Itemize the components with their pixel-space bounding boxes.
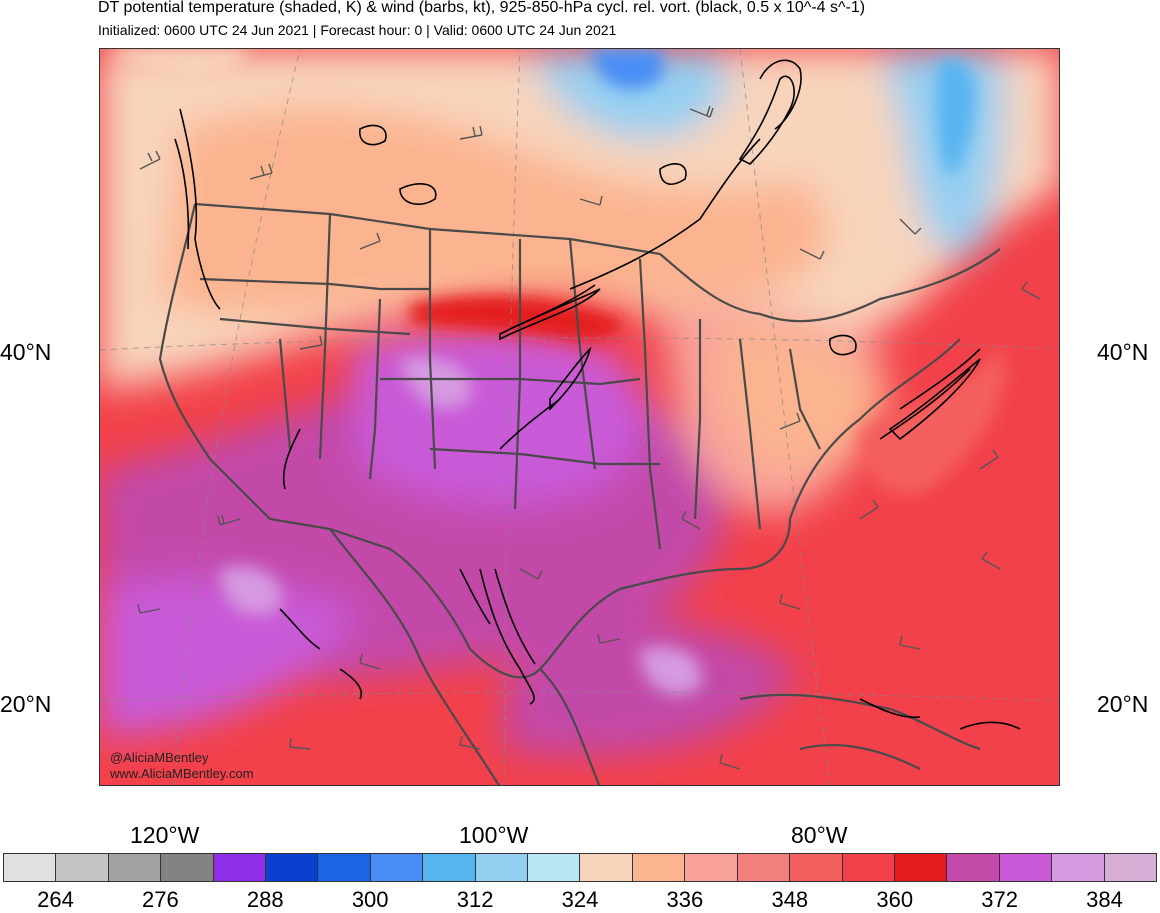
lon-label-120w: 120°W (130, 822, 200, 848)
lon-label-100w: 100°W (459, 822, 529, 848)
colorbar-tick-label: 360 (876, 887, 914, 912)
colorbar-tick-label: 300 (351, 887, 389, 912)
weather-map (99, 48, 1060, 786)
colorbar-swatch (894, 854, 948, 881)
colorbar-swatch (108, 854, 162, 881)
theta-blue-hudson (530, 49, 728, 140)
colorbar-labels: 264 276 288 300 312 324 336 348 360 372 384 (3, 887, 1157, 912)
colorbar-swatch (790, 854, 843, 881)
colorbar-swatch (580, 854, 633, 881)
colorbar (3, 853, 1157, 882)
map-subtitle: Initialized: 0600 UTC 24 Jun 2021 | Fore… (98, 22, 617, 38)
colorbar-swatch (266, 854, 319, 881)
lat-label-20n-left: 20°N (0, 691, 52, 717)
theta-purple-plains (350, 330, 645, 507)
colorbar-tick-label: 288 (246, 887, 284, 912)
colorbar-swatch (685, 854, 738, 881)
lat-label-40n-left: 40°N (0, 339, 52, 365)
colorbar-tick-label: 372 (981, 887, 1018, 912)
colorbar-swatch (842, 854, 895, 881)
theta-deep-blue-quebec (936, 58, 976, 175)
theta-red-east-coast (860, 349, 1006, 496)
colorbar-swatch (947, 854, 1000, 881)
wind-barbs (137, 105, 1041, 770)
theta-lavender-spots-3 (640, 646, 702, 695)
colorbar-swatch (528, 854, 581, 881)
colorbar-swatch (213, 854, 267, 881)
graticule (100, 49, 1059, 785)
colorbar-tick-label: 336 (666, 887, 704, 912)
theta-purple-gulf (500, 609, 800, 757)
credit-website: www.AliciaMBentley.com (110, 766, 254, 781)
colorbar-swatch (370, 854, 424, 881)
vorticity-contours (174, 59, 1021, 730)
theta-lavender-spots-1 (400, 356, 472, 409)
political-boundaries (158, 202, 1001, 785)
colorbar-swatch (4, 854, 57, 881)
colorbar-swatch (999, 854, 1053, 881)
colorbar-tick-label: 348 (771, 887, 809, 912)
colorbar-swatch (1052, 854, 1105, 881)
colorbar-swatch (161, 854, 214, 881)
colorbar-swatch (318, 854, 371, 881)
theta-light-blue-west (110, 49, 250, 76)
lat-label-20n-right: 20°N (1097, 691, 1149, 717)
colorbar-swatch (737, 854, 791, 881)
colorbar-tick-label: 312 (456, 887, 494, 912)
colorbar-tick-label: 264 (37, 887, 74, 912)
lat-label-40n-right: 40°N (1097, 339, 1149, 365)
theta-deep-blue-hudson (590, 49, 664, 89)
colorbar-swatch (632, 854, 686, 881)
colorbar-tick-label: 324 (561, 887, 599, 912)
colorbar-swatch (423, 854, 476, 881)
colorbar-tick-label: 276 (142, 887, 179, 912)
colorbar-swatch (1104, 854, 1156, 881)
lon-label-80w: 80°W (791, 822, 848, 848)
credit-twitter: @AliciaMBentley (110, 750, 209, 765)
theta-lavender-spots-2 (220, 566, 282, 615)
theta-peach-appalachia (717, 327, 890, 471)
theta-purple-east-pacific (100, 578, 360, 739)
map-title: DT potential temperature (shaded, K) & w… (98, 0, 866, 16)
colorbar-tick-label: 384 (1086, 887, 1123, 912)
theta-red-front (410, 295, 622, 341)
colorbar-swatch (56, 854, 109, 881)
colorbar-swatch (475, 854, 529, 881)
